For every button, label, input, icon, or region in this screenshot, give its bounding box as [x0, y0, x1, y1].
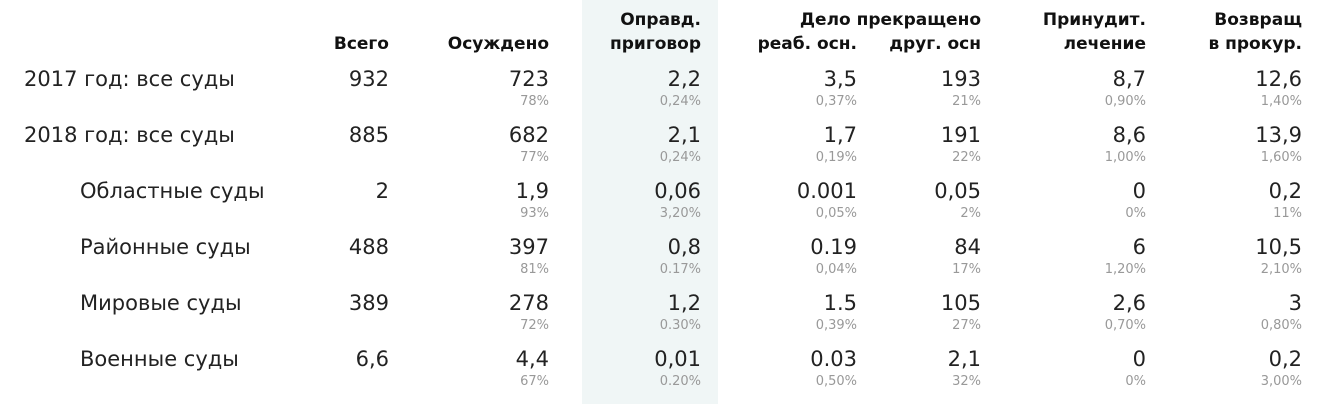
cell-value: 723: [508, 67, 549, 91]
cell-percent: 0,80%: [1260, 318, 1302, 333]
cell-value: 2,6: [1112, 291, 1146, 315]
row-label: Областные суды: [80, 179, 265, 203]
column-header: Осуждено: [447, 34, 549, 54]
cell-value: 4,4: [515, 347, 549, 371]
row-label: 2017 год: все суды: [24, 67, 235, 91]
cell-value: 0: [1132, 179, 1146, 203]
column-header: друг. осн: [889, 34, 981, 54]
cell-percent: 1,40%: [1260, 94, 1302, 109]
total-value: 389: [348, 291, 389, 315]
cell-value: 1,2: [667, 291, 701, 315]
cell-percent: 77%: [520, 150, 549, 165]
column-header: Оправд.: [620, 10, 701, 30]
cell-percent: 17%: [952, 262, 981, 277]
cell-value: 0,8: [667, 235, 701, 259]
column-header: Принудит.: [1042, 10, 1146, 30]
cell-percent: 67%: [520, 374, 549, 389]
cell-percent: 21%: [952, 94, 981, 109]
cell-percent: 1,60%: [1260, 150, 1302, 165]
highlight-column: [582, 0, 718, 404]
cell-percent: 27%: [952, 318, 981, 333]
column-header: приговор: [610, 34, 701, 54]
cell-percent: 11%: [1273, 206, 1302, 221]
cell-percent: 3,20%: [659, 206, 701, 221]
cell-value: 1,7: [823, 123, 857, 147]
cell-value: 3,5: [823, 67, 857, 91]
column-header: в прокур.: [1208, 34, 1302, 54]
cell-value: 0,06: [654, 179, 701, 203]
cell-percent: 3,00%: [1260, 374, 1302, 389]
column-header: Возвращ: [1214, 10, 1302, 30]
row-label: Военные суды: [80, 347, 239, 371]
cell-percent: 2%: [960, 206, 981, 221]
cell-value: 193: [940, 67, 981, 91]
column-header: реаб. осн.: [757, 34, 857, 54]
cell-percent: 0.20%: [659, 374, 701, 389]
cell-value: 1,9: [515, 179, 549, 203]
cell-value: 191: [940, 123, 981, 147]
cell-value: 8,7: [1112, 67, 1146, 91]
cell-percent: 81%: [520, 262, 549, 277]
cell-percent: 0,04%: [815, 262, 857, 277]
cell-value: 8,6: [1112, 123, 1146, 147]
cell-percent: 0.17%: [659, 262, 701, 277]
cell-percent: 0,70%: [1104, 318, 1146, 333]
total-value: 488: [348, 235, 389, 259]
column-header: Всего: [333, 34, 389, 54]
total-value: 2: [375, 179, 389, 203]
cell-percent: 0%: [1125, 206, 1146, 221]
cell-value: 3: [1288, 291, 1302, 315]
cell-percent: 0,24%: [659, 150, 701, 165]
cell-value: 13,9: [1255, 123, 1302, 147]
cell-value: 0.03: [810, 347, 857, 371]
cell-value: 6: [1132, 235, 1146, 259]
total-value: 885: [348, 123, 389, 147]
cell-percent: 0,39%: [815, 318, 857, 333]
cell-percent: 22%: [952, 150, 981, 165]
cell-value: 0,01: [654, 347, 701, 371]
cell-value: 0.19: [810, 235, 857, 259]
total-value: 6,6: [355, 347, 389, 371]
group-header: Дело прекращено: [799, 10, 981, 30]
cell-value: 10,5: [1255, 235, 1302, 259]
cell-percent: 0,37%: [815, 94, 857, 109]
cell-percent: 2,10%: [1260, 262, 1302, 277]
cell-percent: 78%: [520, 94, 549, 109]
cell-value: 682: [508, 123, 549, 147]
cell-percent: 0.30%: [659, 318, 701, 333]
cell-value: 0.001: [796, 179, 857, 203]
cell-value: 0: [1132, 347, 1146, 371]
cell-percent: 0,19%: [815, 150, 857, 165]
cell-value: 2,1: [947, 347, 981, 371]
cell-value: 12,6: [1255, 67, 1302, 91]
cell-value: 0,05: [934, 179, 981, 203]
total-value: 932: [348, 67, 389, 91]
cell-value: 0,2: [1268, 179, 1302, 203]
row-label: 2018 год: все суды: [24, 123, 235, 147]
cell-percent: 1,00%: [1104, 150, 1146, 165]
cell-value: 2,1: [667, 123, 701, 147]
column-header: лечение: [1063, 34, 1146, 54]
cell-value: 278: [508, 291, 549, 315]
cell-percent: 0,50%: [815, 374, 857, 389]
cell-percent: 0%: [1125, 374, 1146, 389]
cell-percent: 32%: [952, 374, 981, 389]
cell-percent: 0,05%: [815, 206, 857, 221]
row-label: Мировые суды: [80, 291, 242, 315]
cell-value: 1.5: [823, 291, 857, 315]
cell-value: 105: [940, 291, 981, 315]
cell-value: 397: [508, 235, 549, 259]
cell-percent: 93%: [520, 206, 549, 221]
cell-value: 0,2: [1268, 347, 1302, 371]
cell-percent: 0,90%: [1104, 94, 1146, 109]
cell-value: 2,2: [667, 67, 701, 91]
cell-percent: 72%: [520, 318, 549, 333]
cell-percent: 1,20%: [1104, 262, 1146, 277]
cell-value: 84: [954, 235, 981, 259]
cell-percent: 0,24%: [659, 94, 701, 109]
row-label: Районные суды: [80, 235, 251, 259]
